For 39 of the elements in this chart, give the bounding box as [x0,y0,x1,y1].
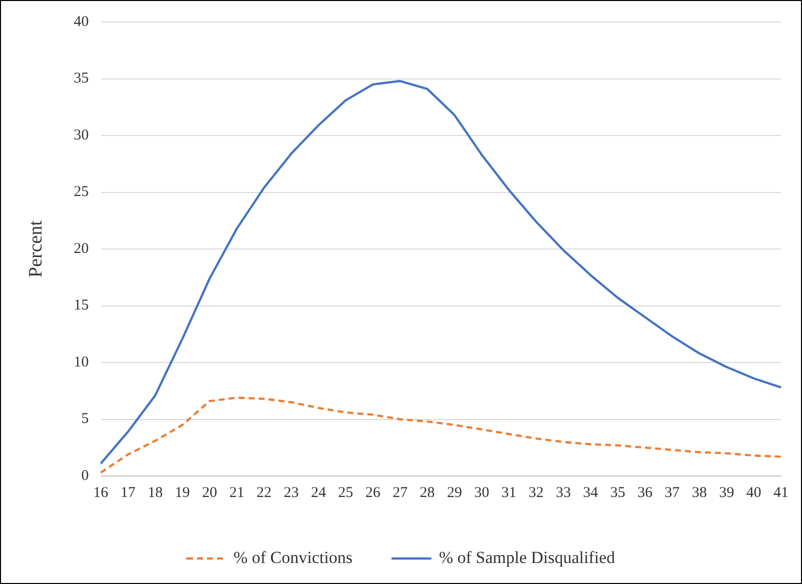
line-series [100,396,782,474]
x-tick-label: 37 [664,484,680,501]
x-tick-label: 28 [420,484,435,501]
y-axis-title: Percent [25,220,46,278]
x-tick-label: 17 [120,484,136,501]
x-tick-label: 41 [774,484,788,501]
x-tick-label: 33 [556,484,571,501]
x-tick-label: 30 [474,484,490,501]
legend-label: % of Sample Disqualified [438,548,616,567]
y-tick-label: 20 [74,240,89,257]
x-tick-label: 35 [610,484,626,501]
y-tick-label: 30 [74,127,89,144]
x-tick-label: 40 [746,484,762,501]
y-tick-label: 5 [81,411,89,428]
x-tick-label: 32 [528,484,544,501]
x-tick-label: 25 [338,484,354,501]
x-tick-label: 20 [202,484,218,501]
x-tick-label: 23 [284,484,299,501]
y-tick-label: 10 [74,354,89,370]
x-tick-label: 16 [93,484,109,501]
y-tick-label: 0 [81,468,89,484]
y-tick-label: 15 [74,298,89,314]
x-tick-label: 26 [365,484,381,501]
x-tick-label: 39 [719,484,734,501]
legend-label: % of Convictions [233,548,352,567]
x-tick-label: 29 [447,484,462,501]
x-tick-label: 19 [174,484,190,501]
x-tick-label: 27 [392,484,408,501]
y-tick-label: 25 [74,184,89,200]
x-tick-label: 31 [501,484,516,501]
x-tick-label: 21 [229,484,244,501]
x-tick-label: 22 [256,484,272,501]
x-tick-label: 24 [310,484,326,501]
x-tick-label: 36 [637,484,653,501]
x-tick-label: 38 [692,484,707,501]
y-tick-label: 40 [74,14,89,30]
x-tick-label: 34 [583,484,599,501]
x-tick-label: 18 [148,484,163,501]
y-tick-label: 35 [74,70,89,87]
